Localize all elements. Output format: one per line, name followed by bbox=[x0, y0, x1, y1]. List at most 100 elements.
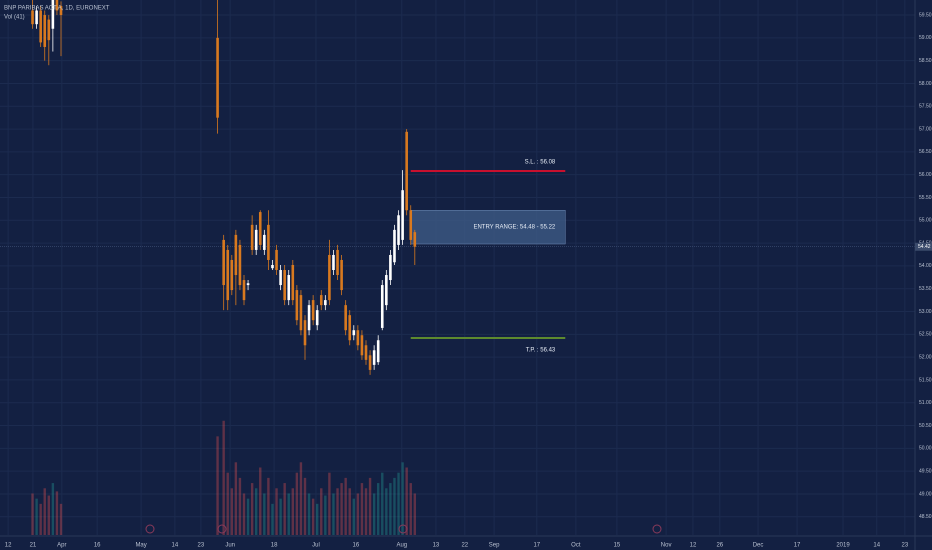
volume-bar bbox=[356, 493, 360, 535]
x-tick-label: 17 bbox=[533, 543, 540, 549]
candle-body bbox=[35, 10, 38, 25]
candle-body bbox=[348, 315, 352, 341]
volume-bar bbox=[303, 477, 307, 535]
x-tick-label: 14 bbox=[873, 543, 880, 549]
candle-body bbox=[222, 239, 225, 286]
y-tick-label: 53.50 bbox=[919, 286, 932, 292]
y-tick-label: 59.00 bbox=[919, 35, 932, 41]
x-tick-label: 16 bbox=[352, 543, 359, 549]
volume-layer bbox=[31, 420, 416, 535]
volume-bar bbox=[242, 493, 246, 535]
volume-bar bbox=[222, 420, 225, 535]
event-marker[interactable] bbox=[145, 524, 155, 534]
candle-body bbox=[389, 254, 392, 281]
y-tick-label: 52.00 bbox=[919, 354, 932, 360]
volume-bar bbox=[263, 493, 266, 535]
volume-bar bbox=[255, 488, 258, 535]
x-tick-label: 22 bbox=[461, 543, 468, 549]
volume-bar bbox=[295, 472, 299, 535]
volume-bar bbox=[279, 498, 282, 535]
candle-body bbox=[238, 244, 242, 286]
candle-body bbox=[413, 232, 417, 247]
volume-bar bbox=[39, 503, 42, 535]
x-tick-label: Oct bbox=[571, 543, 581, 549]
volume-bar bbox=[340, 483, 343, 535]
candle-body bbox=[352, 330, 356, 336]
volume-bar bbox=[267, 477, 270, 535]
candle-body bbox=[409, 210, 413, 240]
candle-body bbox=[380, 285, 384, 328]
y-tick-label: 55.00 bbox=[919, 218, 932, 224]
x-tick-label: 26 bbox=[716, 543, 723, 549]
candle-body bbox=[291, 264, 295, 301]
volume-bar bbox=[47, 495, 50, 535]
volume-bar bbox=[352, 498, 355, 535]
candle-body bbox=[372, 350, 376, 365]
candle-body bbox=[263, 234, 266, 250]
volume-bar bbox=[31, 493, 34, 535]
x-tick-label: Apr bbox=[57, 543, 66, 549]
x-tick-label: Jun bbox=[225, 543, 235, 549]
x-tick-label: May bbox=[135, 543, 146, 549]
y-tick-label: 56.50 bbox=[919, 149, 932, 155]
candle-body bbox=[47, 19, 51, 41]
x-tick-label: Jul bbox=[312, 543, 320, 549]
y-tick-label: 55.50 bbox=[919, 195, 932, 201]
candle-body bbox=[356, 330, 360, 346]
volume-bar bbox=[246, 498, 250, 535]
candle-body bbox=[51, 0, 55, 29]
volume-bar bbox=[271, 503, 274, 535]
volume-bar bbox=[397, 472, 400, 535]
volume-bar bbox=[344, 477, 347, 535]
volume-bar bbox=[413, 493, 416, 535]
candle-body bbox=[230, 259, 234, 291]
volume-bar bbox=[409, 483, 412, 535]
volume-bar bbox=[283, 483, 286, 535]
candle-body bbox=[376, 340, 380, 363]
y-tick-label: 50.00 bbox=[919, 446, 932, 452]
candle-body bbox=[364, 345, 368, 360]
volume-bar bbox=[405, 467, 408, 535]
event-marker[interactable] bbox=[398, 524, 408, 534]
y-tick-label: 58.50 bbox=[919, 58, 932, 64]
y-tick-label: 57.50 bbox=[919, 104, 932, 110]
candle-body bbox=[405, 131, 408, 211]
candle-body bbox=[319, 295, 323, 306]
last-price-tag bbox=[915, 242, 932, 251]
take-profit-label: T.P. : 56.43 bbox=[526, 348, 556, 354]
event-marker[interactable] bbox=[217, 524, 227, 534]
candle-body bbox=[246, 283, 250, 286]
volume-bar bbox=[332, 493, 335, 535]
x-tick-label: Aug bbox=[396, 543, 407, 549]
volume-bar bbox=[368, 477, 372, 535]
y-tick-label: 49.00 bbox=[919, 491, 932, 497]
candle-body bbox=[397, 215, 400, 245]
volume-bar bbox=[59, 503, 63, 535]
volume-bar bbox=[372, 493, 376, 535]
last-price-label: 54.42 bbox=[918, 244, 931, 250]
y-tick-label: 59.50 bbox=[919, 12, 932, 18]
volume-bar bbox=[238, 477, 242, 535]
candle-body bbox=[250, 224, 254, 250]
stop-loss-label: S.L. : 56.08 bbox=[525, 160, 556, 166]
volume-bar bbox=[43, 488, 46, 535]
entry-range-label: ENTRY RANGE: 54.48 - 55.22 bbox=[473, 225, 555, 231]
volume-bar bbox=[324, 495, 327, 535]
candle-body bbox=[258, 212, 262, 245]
y-tick-label: 48.50 bbox=[919, 514, 932, 520]
volume-bar bbox=[226, 472, 229, 535]
candle-body bbox=[311, 300, 315, 321]
x-tick-label: 12 bbox=[690, 543, 697, 549]
x-tick-label: 17 bbox=[794, 543, 801, 549]
x-tick-label: 23 bbox=[198, 543, 205, 549]
candle-body bbox=[344, 305, 347, 331]
x-tick-label: Sep bbox=[489, 543, 500, 549]
x-tick-label: 21 bbox=[30, 543, 37, 549]
volume-bar bbox=[336, 488, 339, 535]
volume-bar bbox=[55, 491, 59, 535]
volume-bar bbox=[250, 483, 254, 535]
event-marker[interactable] bbox=[652, 524, 662, 534]
candle-body bbox=[279, 270, 282, 286]
x-tick-label: 15 bbox=[614, 543, 621, 549]
x-tick-label: 12 bbox=[5, 543, 12, 549]
